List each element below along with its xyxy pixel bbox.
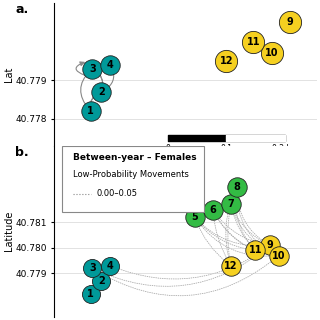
Text: 2: 2 <box>98 276 105 286</box>
Text: 4: 4 <box>107 60 114 70</box>
Text: 3: 3 <box>89 64 96 74</box>
Text: Low-Probability Movements: Low-Probability Movements <box>73 170 189 179</box>
Text: 9: 9 <box>286 18 293 28</box>
Text: 0: 0 <box>165 144 170 153</box>
FancyBboxPatch shape <box>62 146 204 212</box>
Text: 0.2 km: 0.2 km <box>272 144 298 153</box>
Text: 9: 9 <box>266 240 273 250</box>
Y-axis label: Latitude: Latitude <box>4 211 14 252</box>
Text: a.: a. <box>15 3 28 16</box>
Text: 8: 8 <box>234 181 241 192</box>
Text: 1: 1 <box>87 106 94 116</box>
Text: 0.1: 0.1 <box>220 144 232 153</box>
Text: Between-year – Females: Between-year – Females <box>73 153 196 162</box>
Text: 12: 12 <box>224 261 237 271</box>
Text: 11: 11 <box>247 37 260 47</box>
Text: 10: 10 <box>272 251 285 260</box>
Text: 3: 3 <box>89 263 96 273</box>
Text: 5: 5 <box>191 212 198 222</box>
Text: 10: 10 <box>265 48 278 58</box>
Text: 2: 2 <box>98 87 105 97</box>
Text: 0.00–0.05: 0.00–0.05 <box>96 189 137 198</box>
Text: 12: 12 <box>220 56 233 66</box>
Text: 7: 7 <box>228 199 234 210</box>
Text: b.: b. <box>15 146 29 159</box>
Text: 6: 6 <box>209 204 216 215</box>
Y-axis label: Lat: Lat <box>4 67 14 82</box>
Text: 11: 11 <box>249 245 262 255</box>
Text: 1: 1 <box>87 289 94 299</box>
Text: 4: 4 <box>107 261 114 271</box>
